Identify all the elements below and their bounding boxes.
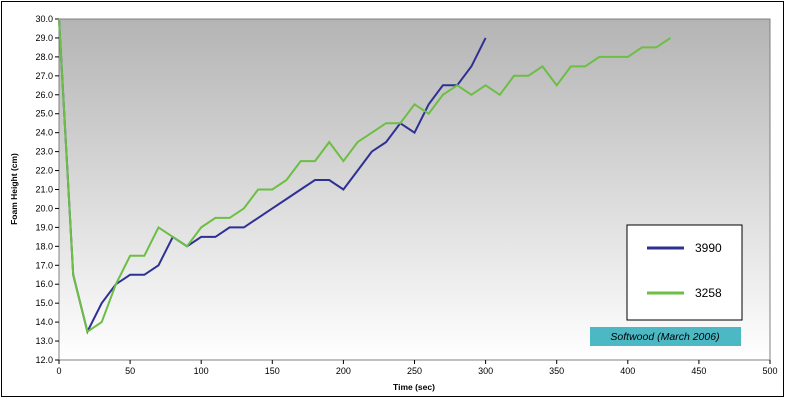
y-tick-label: 15.0: [35, 298, 53, 308]
x-tick-label: 500: [762, 366, 777, 376]
x-tick-label: 200: [336, 366, 351, 376]
x-tick-label: 300: [478, 366, 493, 376]
y-tick-label: 19.0: [35, 222, 53, 232]
y-tick-label: 16.0: [35, 279, 53, 289]
y-tick-label: 29.0: [35, 33, 53, 43]
x-tick-label: 350: [549, 366, 564, 376]
y-tick-label: 12.0: [35, 355, 53, 365]
x-axis-title: Time (sec): [393, 382, 435, 392]
y-tick-label: 17.0: [35, 260, 53, 270]
legend: 3990 3258: [626, 224, 743, 321]
series-line-3258: [58, 18, 672, 334]
x-tick-label: 150: [265, 366, 280, 376]
y-tick-label: 27.0: [35, 71, 53, 81]
y-axis-title: Foam Height (cm): [9, 153, 19, 225]
annotation-text: Softwood (March 2006): [610, 331, 719, 343]
y-tick-label: 24.0: [35, 128, 53, 138]
y-tick-label: 23.0: [35, 147, 53, 157]
annotation-background: [590, 327, 741, 346]
y-tick-label: 20.0: [35, 203, 53, 213]
legend-box: [626, 224, 743, 321]
y-tick-label: 30.0: [35, 14, 53, 24]
y-tick-label: 18.0: [35, 241, 53, 251]
y-tick-label: 22.0: [35, 166, 53, 176]
x-tick-label: 400: [620, 366, 635, 376]
series-line-3990: [58, 18, 487, 335]
annotation-box: Softwood (March 2006): [590, 327, 741, 346]
legend-label-3258: 3258: [695, 286, 722, 300]
y-tick-label: 26.0: [35, 90, 53, 100]
legend-label-3990: 3990: [695, 241, 722, 255]
y-tick-label: 21.0: [35, 185, 53, 195]
series-layer: [58, 18, 672, 335]
x-tick-label: 450: [691, 366, 706, 376]
x-tick-label: 50: [125, 366, 135, 376]
y-tick-label: 13.0: [35, 336, 53, 346]
y-tick-label: 25.0: [35, 109, 53, 119]
y-tick-label: 28.0: [35, 52, 53, 62]
x-axis-ticks: 0 50 100 150 200 250 300 350 400 450 500: [56, 360, 778, 376]
x-tick-label: 250: [407, 366, 422, 376]
x-tick-label: 0: [56, 366, 61, 376]
x-tick-label: 100: [194, 366, 209, 376]
y-tick-label: 14.0: [35, 317, 53, 327]
y-axis-ticks: 12.0 13.0 14.0 15.0 16.0 17.0 18.0 19.0 20.0 21.0…: [35, 14, 59, 365]
